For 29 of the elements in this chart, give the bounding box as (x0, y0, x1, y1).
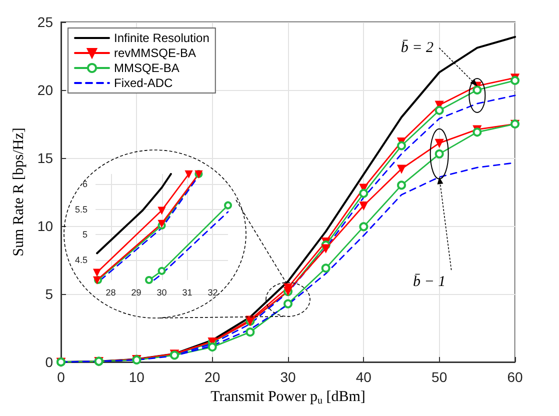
y-tick-label: 5 (45, 286, 54, 302)
x-tick-label: 50 (432, 369, 448, 385)
y-tick-label: 10 (37, 218, 54, 234)
legend-label: Fixed-ADC (114, 76, 174, 90)
x-tick-label: 20 (204, 369, 220, 385)
y-tick-label: 5 (82, 230, 88, 240)
x-tick-label: 10 (128, 369, 145, 385)
y-tick-label: 6 (82, 179, 88, 190)
y-tick-label: 25 (37, 14, 54, 30)
legend-label: MMSQE-BA (114, 61, 180, 75)
x-tick-label: 30 (280, 369, 296, 385)
x-tick-label: 60 (507, 369, 523, 385)
y-tick-label: 20 (37, 82, 54, 98)
y-tick-label: 15 (37, 150, 54, 166)
legend-label: Infinite Resolution (114, 31, 210, 45)
annotation: b̄ − 1 (413, 273, 446, 290)
x-tick-label: 31 (182, 288, 192, 298)
x-tick-label: 29 (131, 288, 142, 298)
x-tick-label: 28 (106, 288, 116, 298)
x-tick-label: 0 (57, 369, 66, 385)
y-tick-label: 4.5 (74, 254, 88, 265)
x-tick-label: 32 (208, 288, 218, 298)
x-tick-label: 40 (356, 369, 372, 385)
annotation: b̄ = 2 (400, 39, 434, 56)
y-tick-label: 0 (45, 354, 54, 370)
y-tick-label: 5.5 (74, 204, 88, 214)
x-tick-label: 30 (156, 288, 167, 298)
y-axis-title: Sum Rate R [bps/Hz] (11, 128, 28, 256)
legend-label: revMMSQE-BA (114, 46, 196, 60)
